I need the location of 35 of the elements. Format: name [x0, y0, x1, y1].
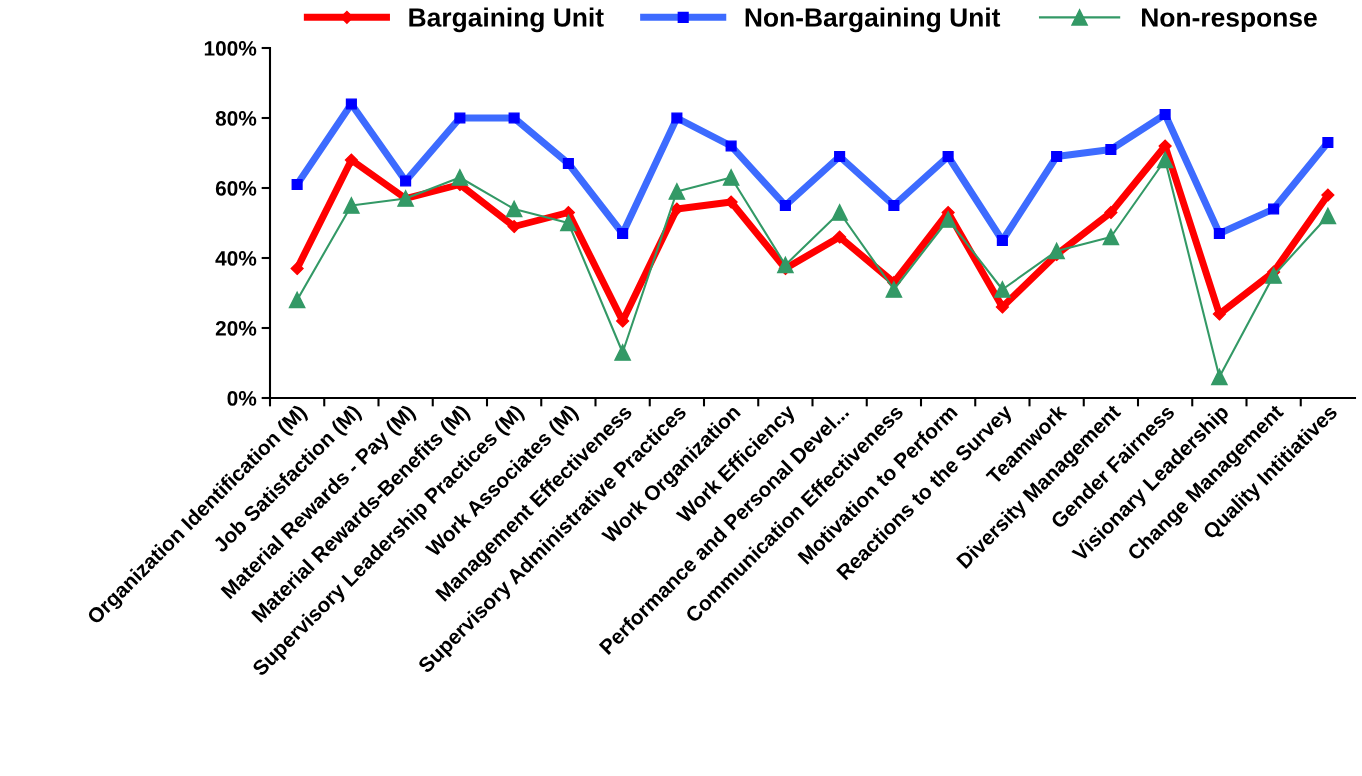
point	[505, 200, 523, 218]
point	[288, 291, 306, 309]
point	[560, 214, 577, 232]
point	[1104, 205, 1118, 220]
legend-label: Bargaining Unit	[409, 7, 604, 33]
point	[1211, 368, 1228, 386]
y-tick-label: 80%	[215, 111, 257, 126]
y-tick-label: 100%	[204, 41, 257, 56]
point	[1102, 228, 1120, 246]
point	[939, 211, 957, 228]
point	[668, 183, 686, 200]
point	[722, 169, 740, 186]
point	[831, 204, 848, 221]
point	[507, 219, 521, 234]
y-tick-label: 60%	[215, 181, 257, 196]
point	[343, 197, 360, 214]
point	[1265, 267, 1282, 284]
point	[290, 261, 304, 276]
point	[614, 344, 631, 361]
point	[994, 281, 1011, 298]
y-tick-label: 40%	[215, 251, 257, 266]
legend-label: Non-Bargaining Unit	[745, 7, 1001, 33]
point	[1321, 188, 1335, 202]
point	[451, 169, 469, 186]
point	[833, 230, 847, 244]
y-tick-label: 20%	[215, 321, 257, 336]
point	[1156, 151, 1174, 169]
point	[995, 300, 1009, 314]
point	[1048, 242, 1065, 260]
y-tick-label: 0%	[227, 391, 257, 406]
point	[777, 256, 794, 274]
point	[885, 281, 903, 298]
legend-label: Non-response	[1142, 8, 1317, 33]
point	[344, 153, 358, 167]
point	[1319, 207, 1337, 225]
